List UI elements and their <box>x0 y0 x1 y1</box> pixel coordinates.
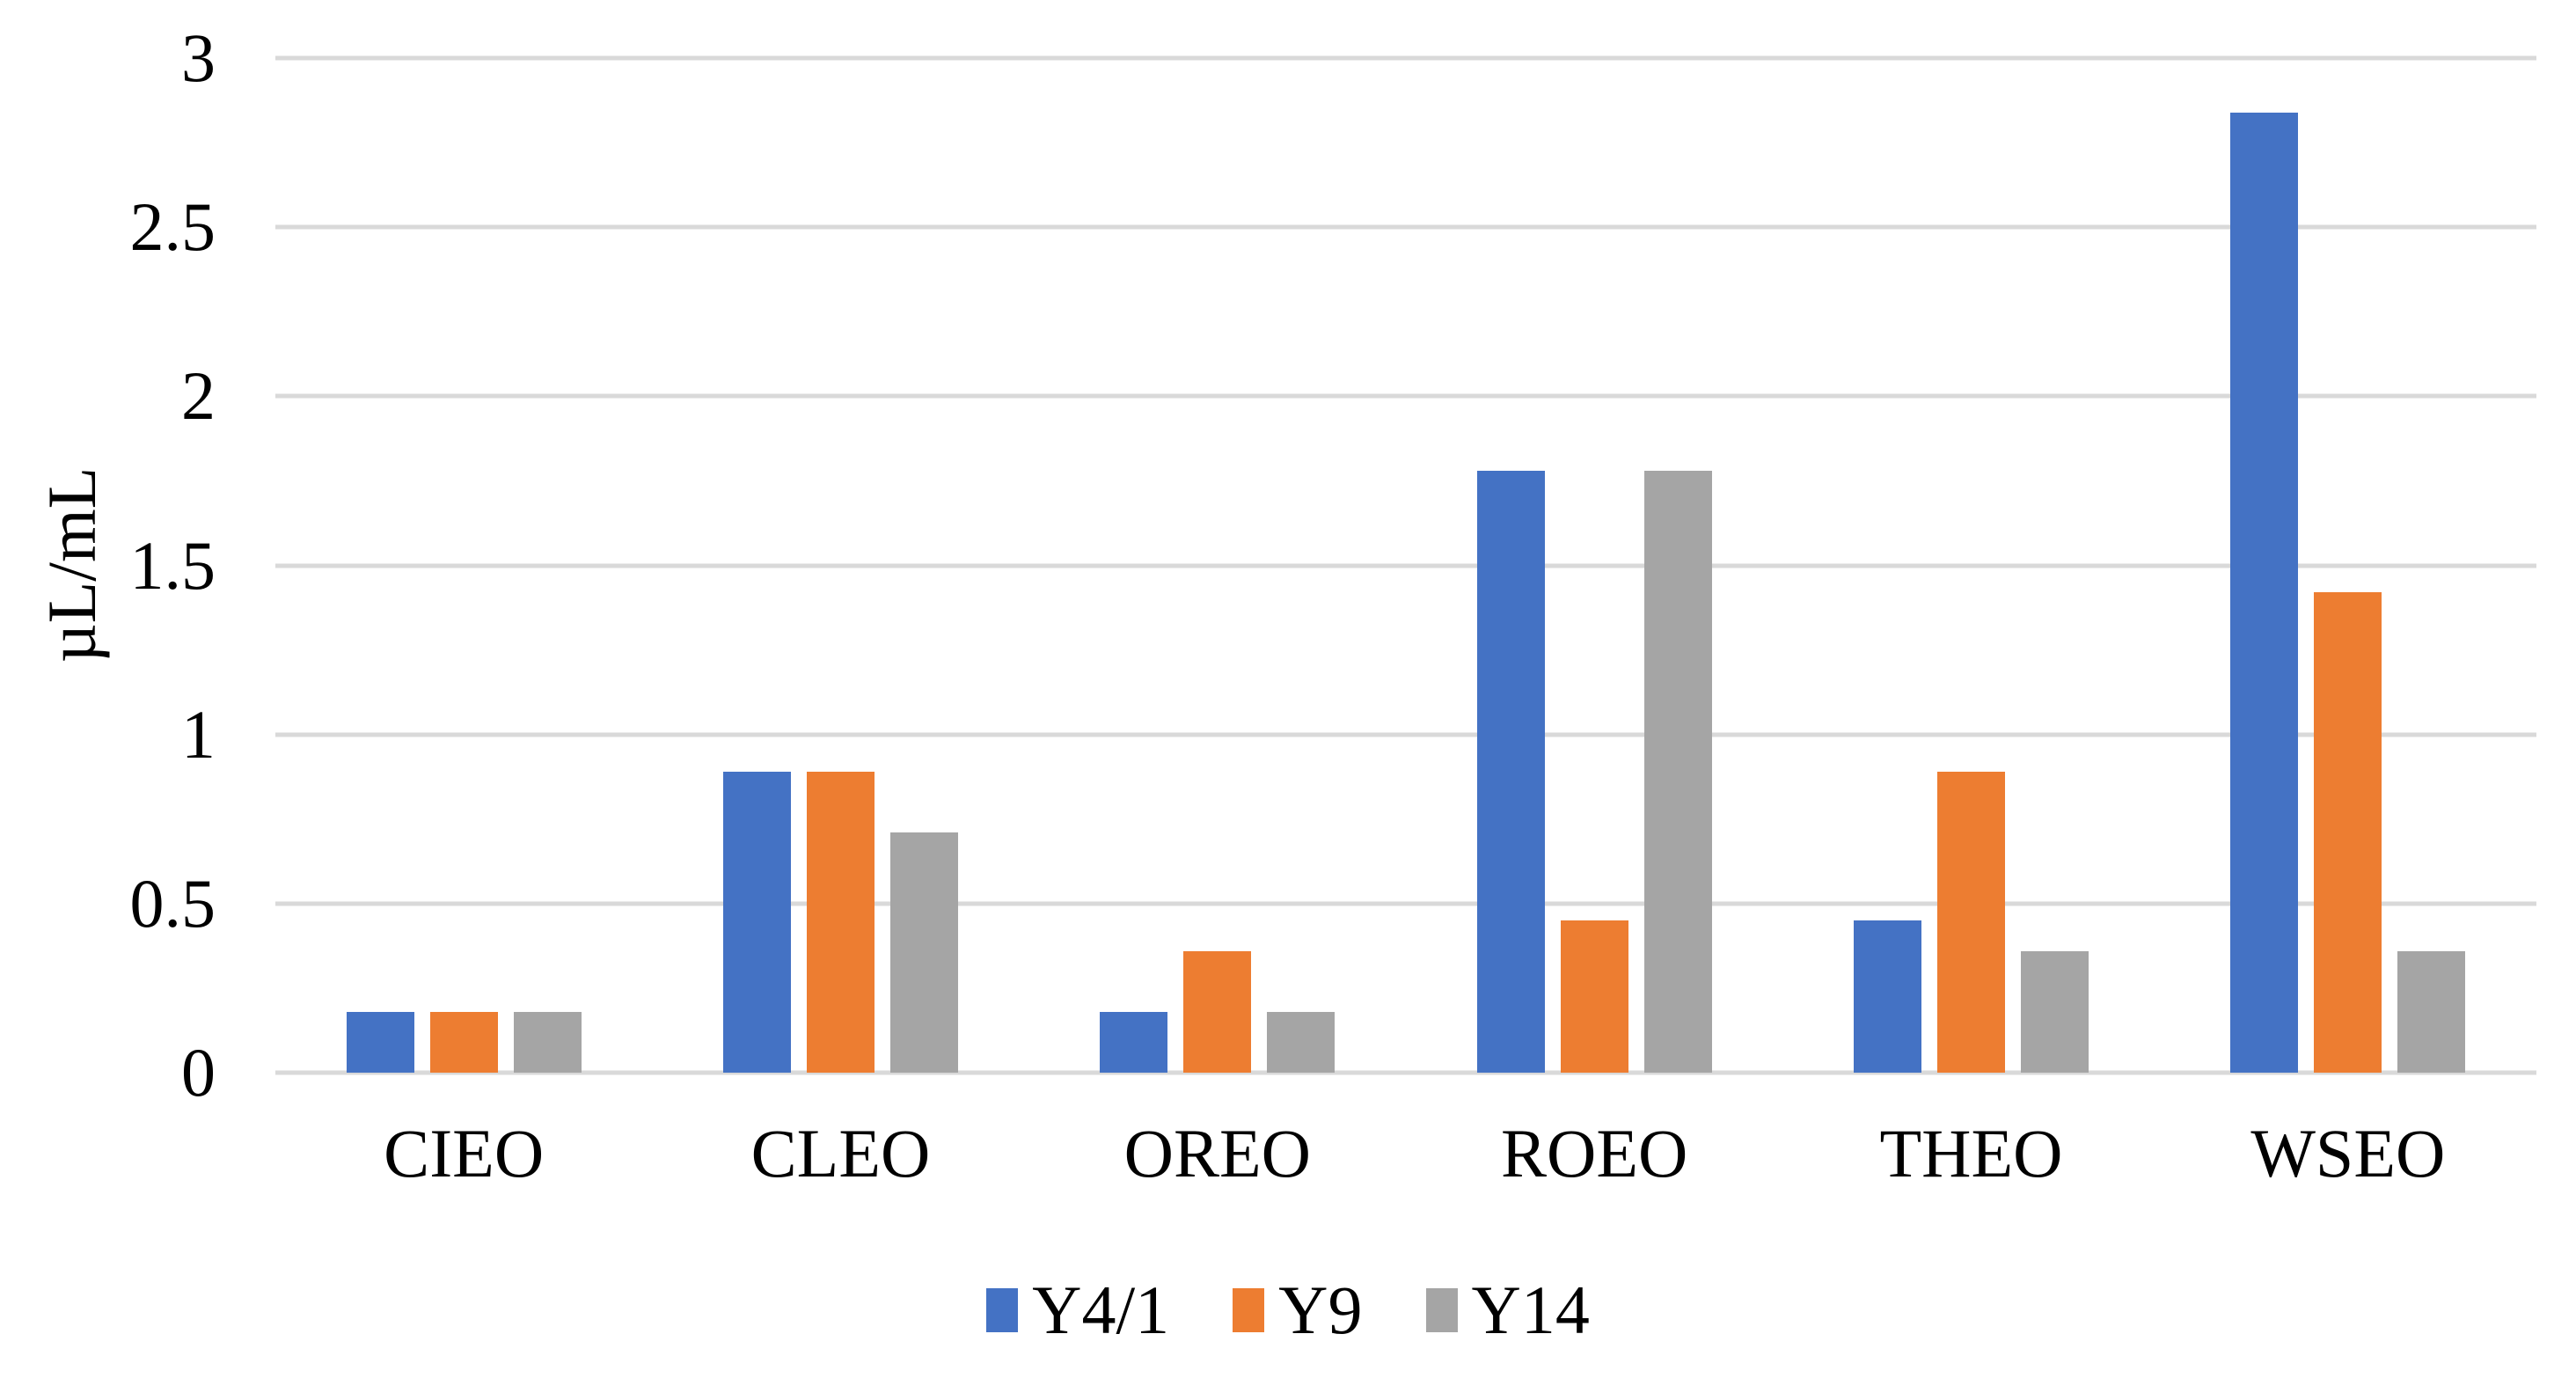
y-tick-label: 0.5 <box>129 864 216 942</box>
gridline <box>275 224 2536 230</box>
legend-swatch <box>986 1288 1019 1332</box>
gridline <box>275 901 2536 906</box>
bar-Y9-OREO <box>1183 950 1252 1073</box>
legend-swatch <box>1425 1288 1458 1332</box>
bar-group <box>1782 58 2159 1073</box>
bar-Y14-THEO <box>2020 950 2089 1073</box>
x-axis-category-labels: CIEO CLEO OREO ROEO THEO WSEO <box>275 1119 2536 1188</box>
x-category-label: CIEO <box>384 1115 545 1191</box>
y-tick-label: 3 <box>181 19 216 96</box>
x-category-label: CLEO <box>750 1115 931 1191</box>
legend: Y4/1 Y9 Y14 <box>0 1276 2576 1345</box>
bar-Y41-OREO <box>1100 1011 1168 1073</box>
y-axis-tick-labels: 3 2.5 2 1.5 1 0.5 0 <box>0 24 216 1107</box>
bar-Y14-CLEO <box>889 832 958 1073</box>
x-category-label: ROEO <box>1500 1115 1688 1191</box>
bar-Y41-CLEO <box>722 771 791 1073</box>
bar-group <box>1406 58 1782 1073</box>
gridline <box>275 1070 2536 1075</box>
bar-Y14-OREO <box>1267 1011 1336 1073</box>
legend-swatch <box>1233 1288 1265 1332</box>
bar-Y14-ROEO <box>1643 470 1712 1073</box>
bar-group <box>1029 58 1406 1073</box>
legend-item: Y4/1 <box>986 1276 1169 1345</box>
y-tick-label: 2.5 <box>129 188 216 266</box>
bar-Y9-ROEO <box>1560 920 1628 1073</box>
bar-Y14-WSEO <box>2397 950 2466 1073</box>
x-category-label: WSEO <box>2250 1115 2446 1191</box>
bar-Y41-ROEO <box>1476 470 1545 1073</box>
y-tick-label: 2 <box>181 357 216 435</box>
y-tick-label: 0 <box>181 1034 216 1110</box>
bar-group <box>275 58 652 1073</box>
gridline <box>275 393 2536 399</box>
legend-label: Y4/1 <box>1032 1272 1170 1348</box>
bar-Y14-CIEO <box>513 1011 582 1073</box>
bar-Y41-THEO <box>1853 920 1921 1073</box>
legend-item: Y14 <box>1425 1272 1590 1348</box>
bar-group <box>2160 58 2536 1073</box>
y-tick-label: 1.5 <box>129 526 216 604</box>
bar-Y9-CLEO <box>806 771 875 1073</box>
legend-label: Y9 <box>1278 1272 1363 1348</box>
bar-Y41-WSEO <box>2230 112 2299 1073</box>
gridline <box>275 732 2536 737</box>
x-category-label: THEO <box>1879 1115 2063 1191</box>
bar-Y41-CIEO <box>346 1011 414 1073</box>
y-tick-label: 1 <box>181 695 216 773</box>
bar-group <box>652 58 1028 1073</box>
x-category-label: OREO <box>1123 1115 1311 1191</box>
bar-Y9-CIEO <box>429 1011 498 1073</box>
gridline <box>275 55 2536 61</box>
legend-label: Y14 <box>1471 1272 1590 1348</box>
bar-Y9-THEO <box>1936 771 2005 1073</box>
gridline <box>275 563 2536 568</box>
legend-item: Y9 <box>1233 1272 1363 1348</box>
bar-groups <box>275 58 2536 1073</box>
bar-Y9-WSEO <box>2314 592 2382 1073</box>
plot-area <box>275 55 2536 1075</box>
